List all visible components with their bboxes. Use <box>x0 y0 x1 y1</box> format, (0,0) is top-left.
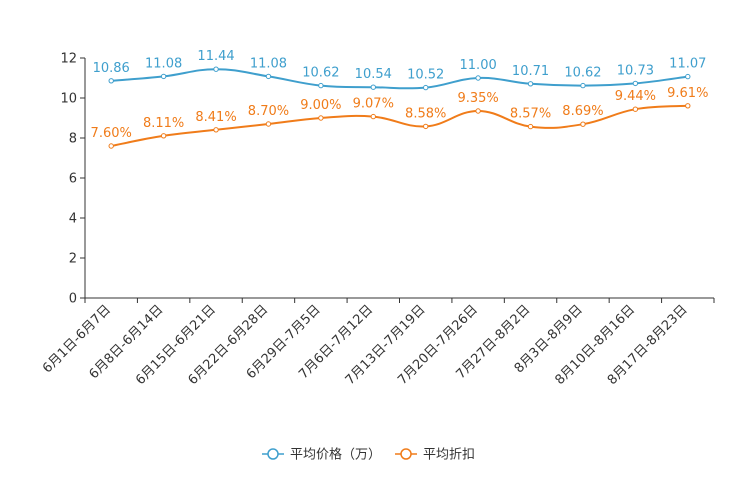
series-0: 10.86 11.08 11.44 11.08 10.62 10.54 10.52 11.00… <box>93 49 706 91</box>
data-point <box>527 123 534 130</box>
y-tick-label: 2 <box>69 252 77 267</box>
data-label: 10.52 <box>407 68 444 83</box>
data-point <box>423 84 429 91</box>
series-line <box>111 104 688 147</box>
data-label: 10.73 <box>617 63 654 78</box>
data-point <box>160 133 167 139</box>
data-label: 11.44 <box>197 49 234 64</box>
series-1: 7.60% 8.11% 8.41% 8.70% 9.00% 9.07% 8.58% 9.35%… <box>91 86 708 149</box>
data-point <box>475 108 481 114</box>
y-tick-label: 12 <box>60 52 77 67</box>
y-tick-label: 8 <box>69 132 77 147</box>
data-point <box>370 113 376 120</box>
data-point <box>318 115 324 121</box>
data-point <box>685 73 691 80</box>
data-label: 11.00 <box>460 58 497 73</box>
data-label: 9.07% <box>353 97 394 112</box>
data-label: 8.11% <box>143 116 184 131</box>
y-tick-label: 4 <box>69 212 77 227</box>
data-label: 10.62 <box>302 66 339 81</box>
data-point <box>685 103 691 109</box>
data-label: 10.54 <box>355 67 392 82</box>
data-label: 10.71 <box>512 64 549 79</box>
data-label: 9.00% <box>300 98 341 113</box>
data-point <box>213 66 219 72</box>
data-point <box>580 82 586 89</box>
y-tick-label: 10 <box>60 92 77 107</box>
data-point <box>632 106 639 112</box>
legend-item-0[interactable]: 平均价格（万） <box>262 447 381 463</box>
data-point <box>580 121 586 127</box>
data-label: 8.69% <box>562 104 603 119</box>
data-label: 11.08 <box>145 56 182 71</box>
y-axis-ticks: 0 2 4 6 8 10 12 <box>60 52 85 307</box>
series-layer: 10.86 11.08 11.44 11.08 10.62 10.54 10.52 11.00… <box>91 49 708 149</box>
data-point <box>370 84 376 90</box>
data-point <box>423 123 429 130</box>
data-label: 8.58% <box>405 106 446 121</box>
series-line <box>111 68 688 90</box>
data-label: 8.41% <box>195 110 236 125</box>
data-label: 9.44% <box>615 89 656 104</box>
data-point <box>527 81 534 87</box>
y-tick-label: 6 <box>69 172 77 187</box>
legend: 平均价格（万） 平均折扣 <box>262 447 475 463</box>
data-point <box>265 73 272 80</box>
data-label: 9.61% <box>667 86 708 101</box>
legend-marker <box>400 448 412 460</box>
data-point <box>265 121 272 127</box>
data-point <box>108 143 114 149</box>
data-label: 9.35% <box>457 91 498 106</box>
legend-label: 平均折扣 <box>423 448 475 463</box>
data-label: 7.60% <box>91 126 132 141</box>
data-label: 10.62 <box>564 66 601 81</box>
data-label: 11.07 <box>669 57 706 72</box>
legend-item-1[interactable]: 平均折扣 <box>395 448 475 463</box>
data-point <box>632 80 639 87</box>
data-point <box>108 78 114 84</box>
data-label: 11.08 <box>250 56 287 71</box>
x-axis-ticks: 6月1日-6月7日6月8日-6月14日6月15日-6月21日6月22日-6月28… <box>40 298 715 388</box>
data-label: 8.70% <box>248 104 289 119</box>
legend-marker <box>267 448 279 460</box>
data-point <box>160 73 167 80</box>
data-point <box>475 75 481 81</box>
data-point <box>213 127 219 133</box>
data-label: 8.57% <box>510 107 551 122</box>
data-label: 10.86 <box>93 61 130 76</box>
y-tick-label: 0 <box>69 292 77 307</box>
legend-label: 平均价格（万） <box>290 447 381 463</box>
data-point <box>318 82 324 89</box>
